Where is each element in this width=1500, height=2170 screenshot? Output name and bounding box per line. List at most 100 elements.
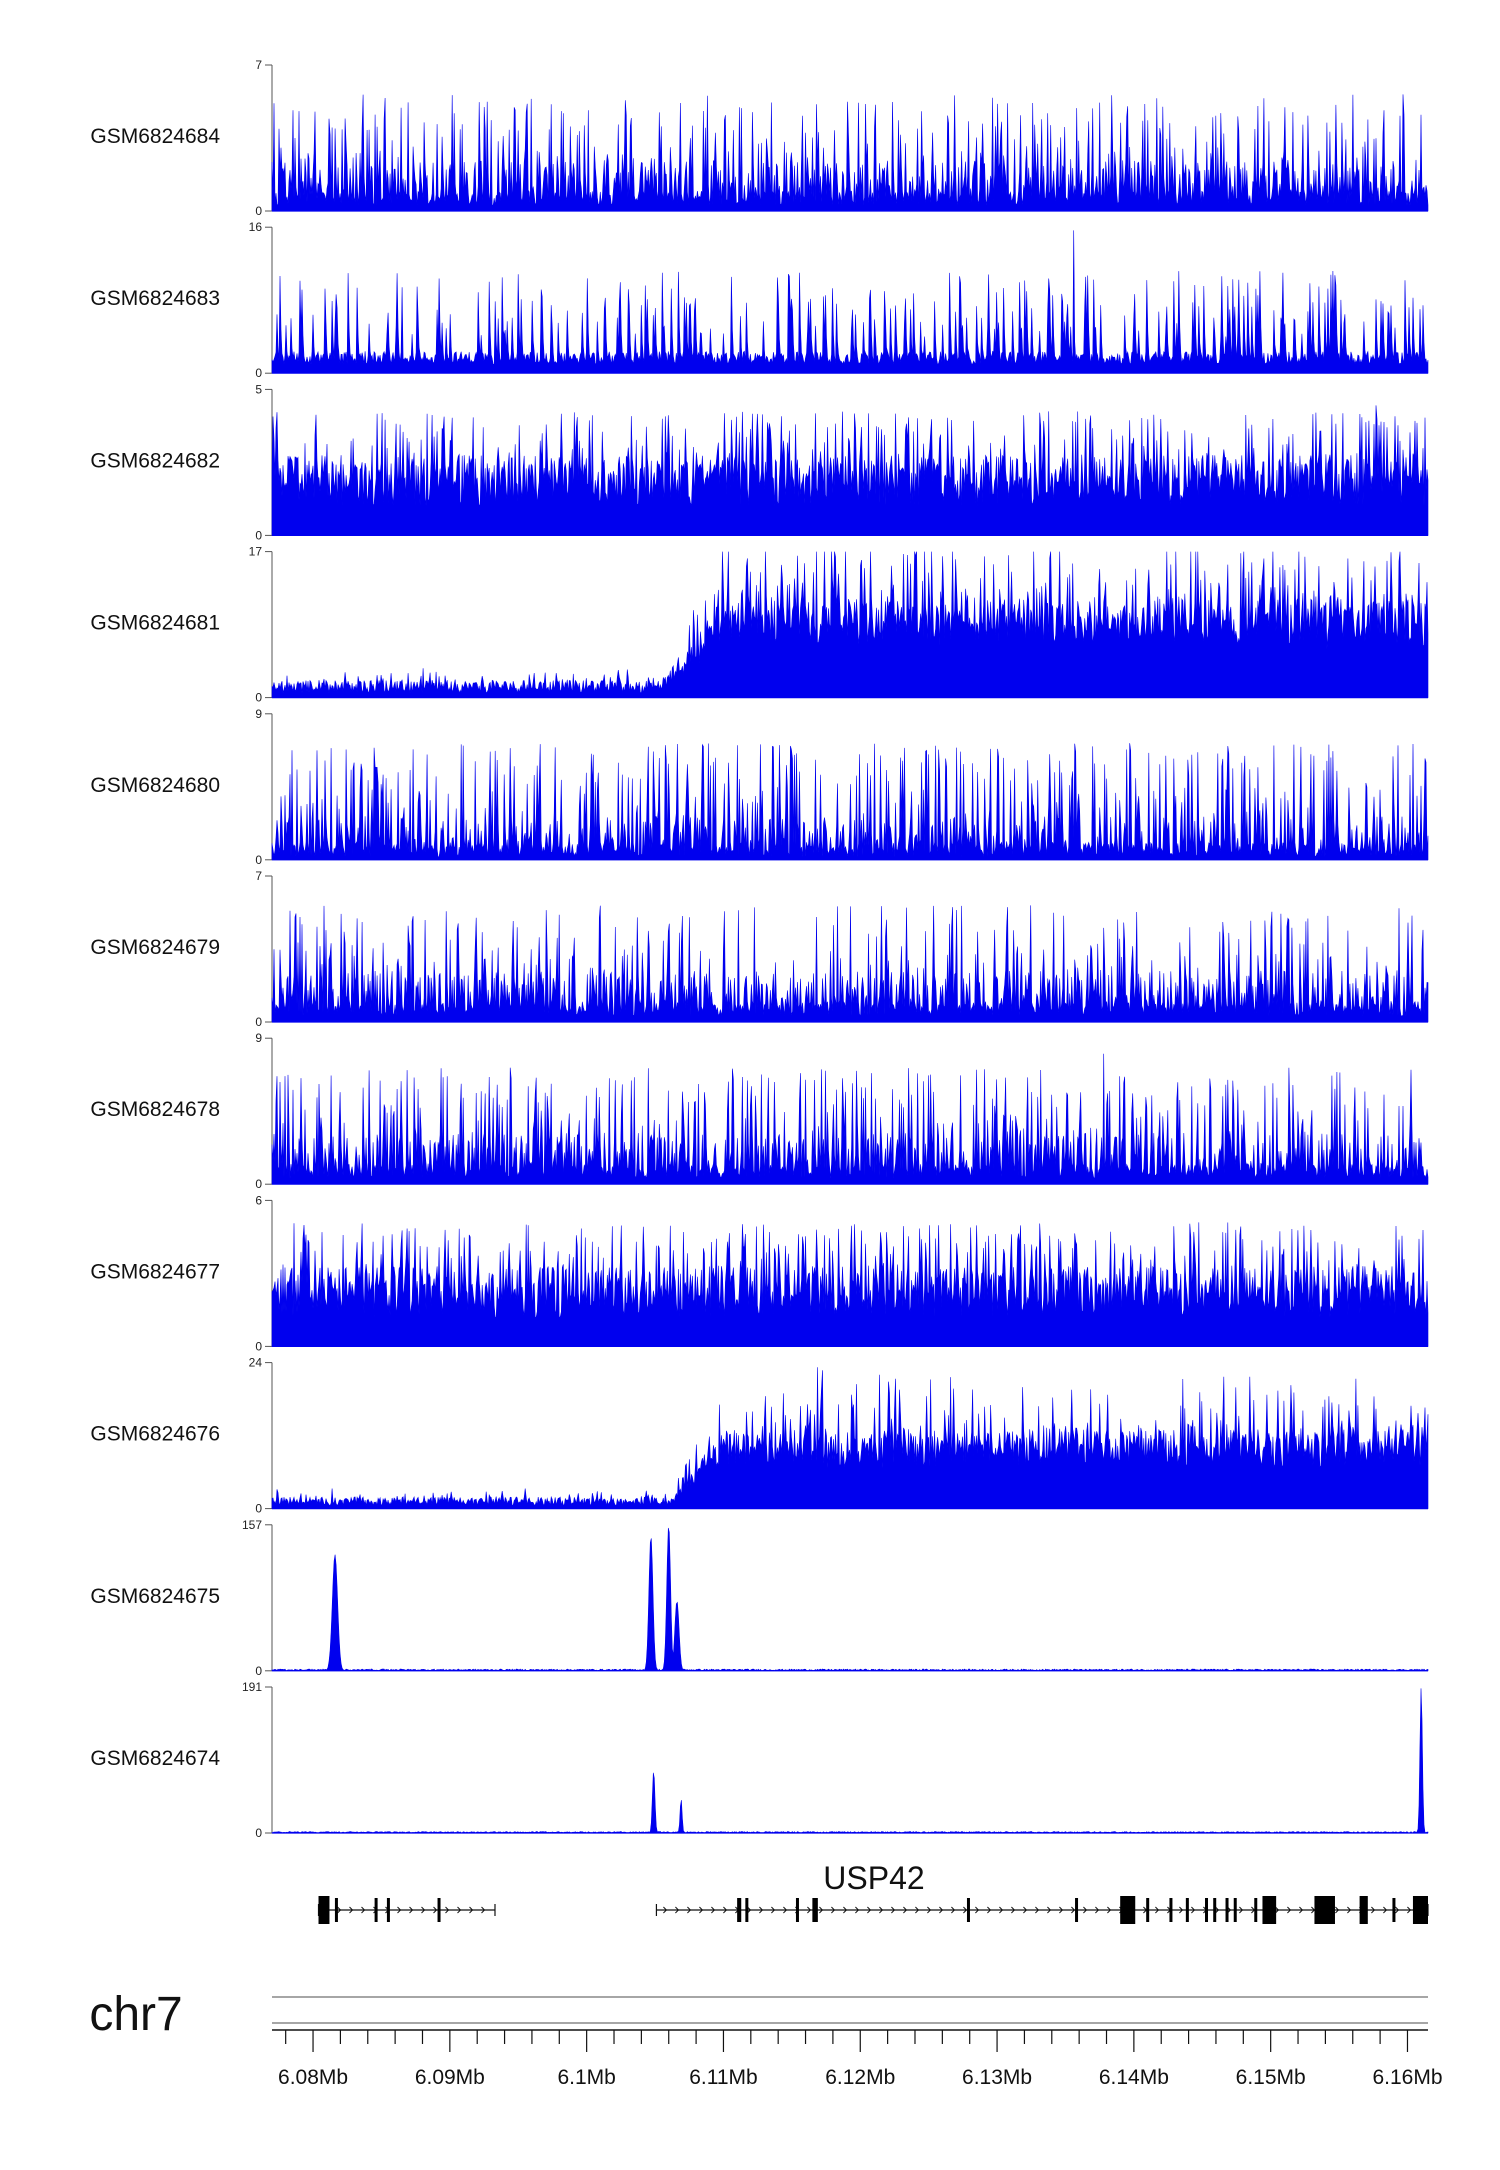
exon-block: [1359, 1896, 1368, 1924]
coverage-area: [271, 405, 1429, 536]
strand-arrow: [1083, 1906, 1088, 1914]
exon-block: [1314, 1896, 1335, 1924]
strand-arrow: [397, 1906, 402, 1914]
exon-block: [745, 1898, 749, 1922]
coverage-area: [271, 743, 1429, 861]
x-tick-label: 6.1Mb: [557, 2066, 615, 2089]
gene-name-label: USP42: [823, 1860, 924, 1896]
y-min-label: 0: [255, 528, 262, 542]
strand-arrow: [1395, 1906, 1400, 1914]
exon-block: [812, 1898, 818, 1922]
strand-arrow: [951, 1906, 956, 1914]
track-GSM6824682: GSM6824682 5 0: [90, 382, 1429, 542]
strand-arrow: [1011, 1906, 1016, 1914]
strand-arrow: [1347, 1906, 1352, 1914]
strand-arrow: [1059, 1906, 1064, 1914]
track-label: GSM6824683: [90, 287, 220, 310]
track-label: GSM6824675: [90, 1585, 220, 1608]
track-label: GSM6824682: [90, 449, 220, 472]
strand-arrow: [711, 1906, 716, 1914]
x-tick-label: 6.11Mb: [689, 2066, 758, 2089]
coverage-area: [271, 1367, 1429, 1509]
coverage-tracks: GSM682468470GSM6824683160GSM682468250GSM…: [90, 58, 1429, 1840]
gene-annotation-track: USP42: [317, 1860, 1429, 1924]
track-label: GSM6824677: [90, 1260, 220, 1283]
track-label: GSM6824681: [90, 612, 220, 635]
track-label: GSM6824679: [90, 936, 220, 959]
strand-arrow: [433, 1906, 438, 1914]
strand-arrow: [831, 1906, 836, 1914]
x-tick-label: 6.12Mb: [825, 2066, 895, 2089]
exon-block: [1233, 1898, 1237, 1922]
strand-arrow: [663, 1906, 668, 1914]
x-tick-label: 6.14Mb: [1099, 2066, 1169, 2089]
x-tick-label: 6.16Mb: [1372, 2066, 1442, 2089]
strand-arrow: [337, 1906, 342, 1914]
strand-arrow: [879, 1906, 884, 1914]
transcript: [655, 1896, 1429, 1924]
strand-arrow: [939, 1906, 944, 1914]
strand-arrow: [867, 1906, 872, 1914]
strand-arrow: [891, 1906, 896, 1914]
y-min-label: 0: [255, 204, 262, 218]
track-GSM6824678: GSM6824678 9 0: [90, 1031, 1429, 1191]
coverage-area: [271, 905, 1429, 1023]
track-label: GSM6824680: [90, 774, 220, 797]
track-GSM6824681: GSM6824681 17 0: [90, 545, 1429, 705]
strand-arrow: [723, 1906, 728, 1914]
exon-block: [1205, 1898, 1209, 1922]
y-min-label: 0: [255, 366, 262, 380]
y-max-label: 9: [255, 1031, 262, 1045]
y-max-label: 7: [255, 869, 262, 883]
track-GSM6824676: GSM6824676 24 0: [90, 1356, 1429, 1516]
track-label: GSM6824676: [90, 1423, 220, 1446]
coverage-area: [271, 551, 1429, 698]
track-label: GSM6824684: [90, 125, 220, 148]
y-min-label: 0: [255, 1177, 262, 1191]
strand-arrow: [747, 1906, 752, 1914]
exon-block: [1254, 1898, 1258, 1922]
strand-arrow: [999, 1906, 1004, 1914]
track-GSM6824684: GSM6824684 7 0: [90, 58, 1429, 218]
strand-arrow: [1179, 1906, 1184, 1914]
strand-arrow: [481, 1906, 486, 1914]
coverage-area: [271, 94, 1429, 212]
strand-arrow: [915, 1906, 920, 1914]
exon-block: [374, 1898, 378, 1922]
y-max-label: 7: [255, 58, 262, 72]
y-max-label: 157: [242, 1518, 262, 1532]
strand-arrow: [409, 1906, 414, 1914]
strand-arrow: [687, 1906, 692, 1914]
strand-arrow: [783, 1906, 788, 1914]
strand-arrow: [445, 1906, 450, 1914]
strand-arrow: [1095, 1906, 1100, 1914]
y-min-label: 0: [255, 1826, 262, 1840]
coverage-area: [271, 1053, 1429, 1185]
strand-arrow: [675, 1906, 680, 1914]
strand-arrow: [1071, 1906, 1076, 1914]
exon-block: [737, 1898, 742, 1922]
coverage-area: [271, 230, 1429, 374]
exon-block: [1185, 1898, 1189, 1922]
x-tick-label: 6.09Mb: [415, 2066, 485, 2089]
x-tick-label: 6.15Mb: [1236, 2066, 1306, 2089]
y-max-label: 6: [255, 1193, 262, 1207]
strand-arrow: [807, 1906, 812, 1914]
exon-block: [1075, 1898, 1079, 1922]
strand-arrow: [1239, 1906, 1244, 1914]
strand-arrow: [1035, 1906, 1040, 1914]
exon-block: [795, 1898, 799, 1922]
strand-arrow: [457, 1906, 462, 1914]
exon-block: [437, 1898, 441, 1922]
x-tick-label: 6.13Mb: [962, 2066, 1032, 2089]
genome-axis: chr7 6.08Mb 6.09Mb 6.1Mb 6.11Mb 6.12Mb 6.13Mb…: [89, 1988, 1442, 2089]
y-max-label: 9: [255, 707, 262, 721]
track-GSM6824680: GSM6824680 9 0: [90, 707, 1429, 867]
y-max-label: 191: [242, 1680, 262, 1694]
y-min-label: 0: [255, 1502, 262, 1516]
strand-arrow: [903, 1906, 908, 1914]
track-GSM6824674: GSM6824674 191 0: [90, 1680, 1429, 1840]
exon-block: [966, 1898, 970, 1922]
